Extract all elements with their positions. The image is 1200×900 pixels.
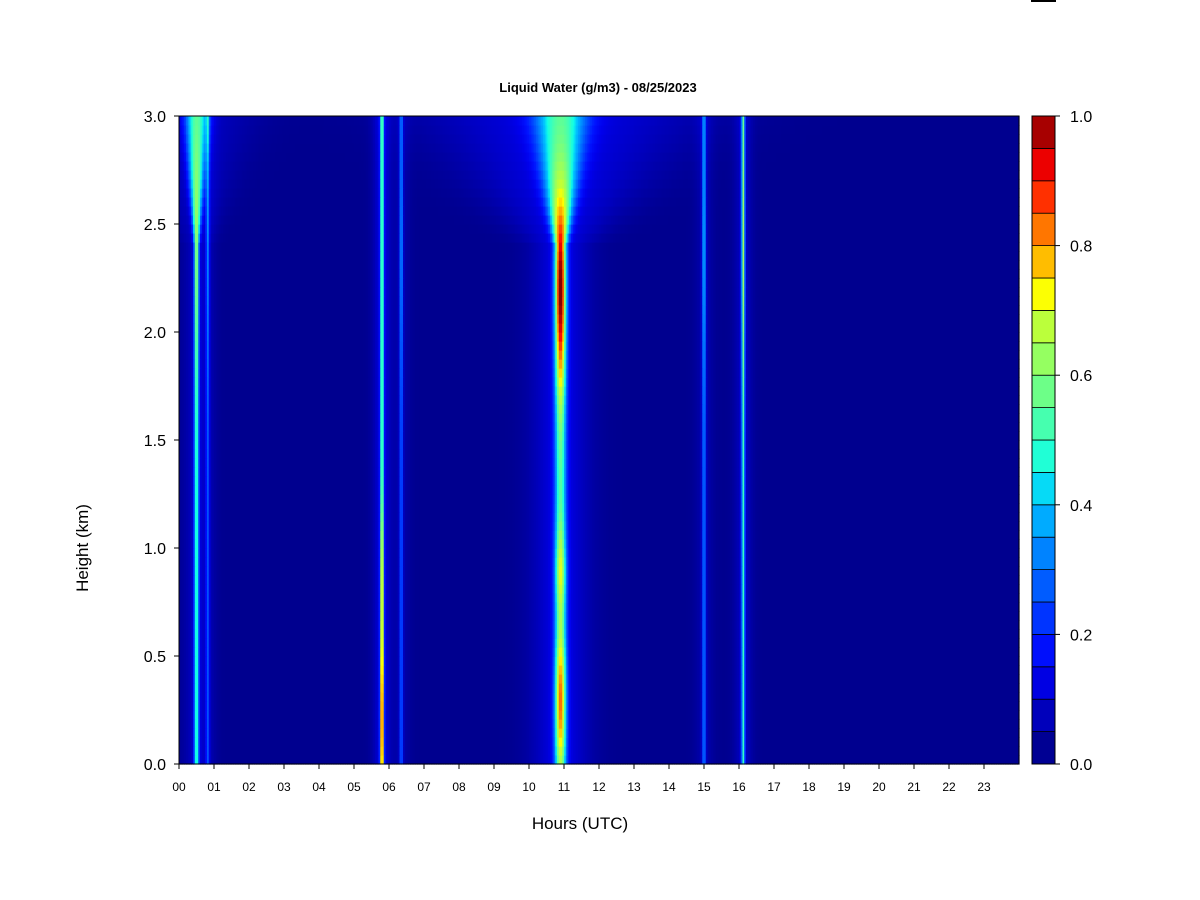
chart-title: Liquid Water (g/m3) - 08/25/2023 xyxy=(499,80,696,95)
plot-area xyxy=(179,116,1020,765)
